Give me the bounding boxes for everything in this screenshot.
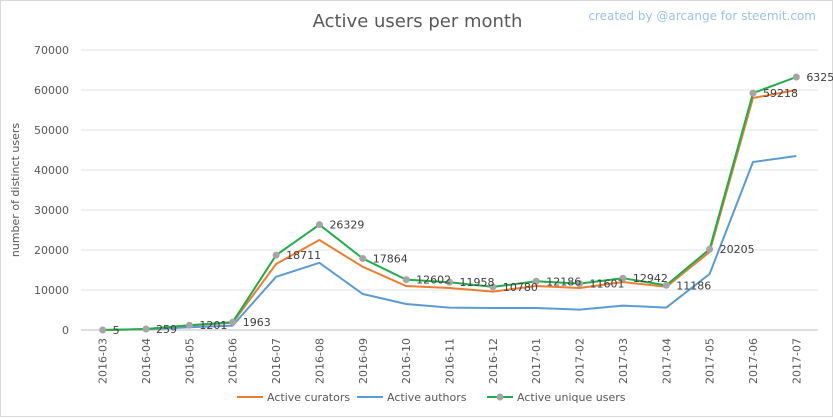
data-label: 10780	[503, 281, 538, 294]
x-tick-label: 2016-04	[140, 338, 153, 384]
x-tick-label: 2017-01	[530, 338, 543, 384]
data-label: 12186	[546, 275, 581, 288]
y-tick-label: 30000	[34, 204, 69, 217]
data-point	[359, 255, 367, 263]
x-tick-label: 2017-05	[704, 338, 717, 384]
legend-entry: Active unique users	[517, 391, 626, 404]
data-label: 12602	[416, 274, 451, 287]
legend-entry: Active authors	[387, 391, 467, 404]
x-tick-label: 2016-11	[444, 338, 457, 384]
x-tick-label: 2017-06	[747, 338, 760, 384]
legend-marker	[496, 393, 504, 401]
x-tick-label: 2016-03	[97, 338, 110, 384]
data-label: 18711	[286, 249, 321, 262]
y-tick-label: 10000	[34, 284, 69, 297]
x-tick-label: 2016-07	[270, 338, 283, 384]
y-tick-label: 0	[62, 324, 69, 337]
data-label: 259	[156, 323, 177, 336]
x-tick-label: 2017-03	[617, 338, 630, 384]
data-point	[792, 73, 800, 81]
y-tick-label: 50000	[34, 124, 69, 137]
data-point	[402, 276, 410, 284]
data-label: 5	[113, 324, 120, 337]
data-point	[315, 221, 323, 229]
data-label: 12942	[633, 272, 668, 285]
data-label: 26329	[329, 219, 364, 232]
x-tick-label: 2016-10	[400, 338, 413, 384]
data-point	[749, 89, 757, 97]
data-label: 1963	[243, 316, 271, 329]
data-label: 20205	[720, 243, 755, 256]
data-point	[446, 278, 453, 286]
x-tick-label: 2017-07	[790, 338, 803, 384]
data-point	[229, 318, 237, 326]
data-label: 11186	[676, 279, 711, 292]
y-tick-label: 40000	[34, 164, 69, 177]
x-tick-label: 2016-05	[183, 338, 196, 384]
data-point	[619, 274, 627, 282]
data-point	[99, 326, 107, 334]
y-tick-label: 20000	[34, 244, 69, 257]
data-label: 1201	[199, 319, 227, 332]
data-label: 11958	[460, 276, 495, 289]
data-label: 17864	[373, 253, 408, 266]
x-tick-label: 2016-12	[487, 338, 500, 384]
data-label: 59218	[763, 87, 798, 100]
legend-entry: Active curators	[267, 391, 350, 404]
series-line-active-authors	[102, 155, 797, 331]
data-point	[489, 283, 497, 291]
data-label: 63252	[806, 71, 833, 84]
data-point	[662, 281, 670, 289]
x-tick-label: 2017-02	[574, 338, 587, 384]
x-tick-label: 2016-09	[357, 338, 370, 384]
y-axis-label: number of distinct users	[9, 123, 22, 257]
x-tick-label: 2017-04	[660, 338, 673, 384]
data-point	[576, 280, 584, 288]
x-tick-label: 2016-08	[313, 338, 326, 384]
data-point	[532, 277, 540, 285]
x-tick-label: 2016-06	[227, 338, 240, 384]
data-point	[272, 251, 280, 259]
y-tick-label: 70000	[34, 44, 69, 57]
credit-text: created by @arcange for steemit.com	[588, 9, 816, 23]
data-label: 11601	[590, 278, 625, 291]
data-point	[185, 321, 193, 329]
data-point	[706, 245, 714, 253]
chart-title: Active users per month	[312, 11, 523, 32]
data-point	[142, 325, 150, 333]
y-tick-label: 60000	[34, 84, 69, 97]
